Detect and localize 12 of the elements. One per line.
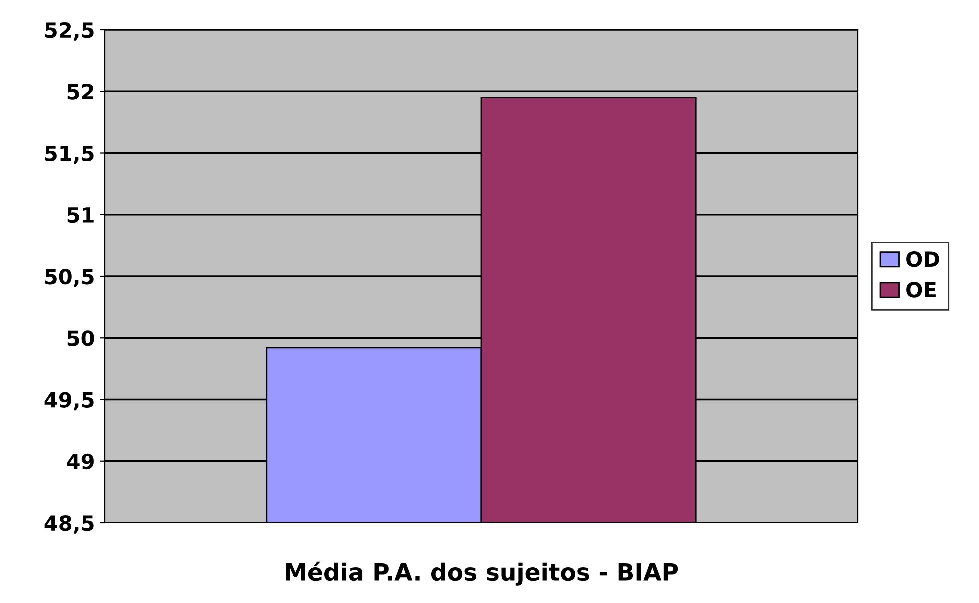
y-tick-label: 51 xyxy=(68,208,94,224)
legend-label: OE xyxy=(906,282,936,298)
y-tick-label: 49 xyxy=(67,454,94,470)
y-tick-label: 52 xyxy=(68,84,94,100)
y-tick-label: 52,5 xyxy=(45,22,94,41)
legend-label: OD xyxy=(906,251,940,268)
y-tick-label: 50 xyxy=(68,330,94,346)
x-tick-label: Média P.A. dos sujeitos - BIAP xyxy=(286,562,678,586)
y-tick-label: 51,5 xyxy=(45,146,94,164)
y-tick-label: 48,5 xyxy=(44,515,94,534)
y-tick-label: 49,5 xyxy=(44,392,94,411)
y-tick-label: 50,5 xyxy=(45,268,94,288)
